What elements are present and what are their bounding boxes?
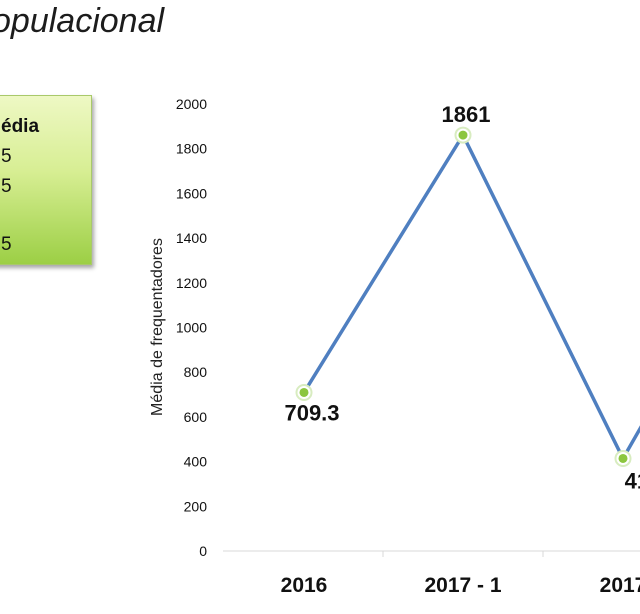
y-tick-label: 1800 [176,141,207,157]
y-tick-label: 1000 [176,320,207,336]
x-tick-label: 2017 [600,574,640,597]
data-label: 1861 [442,102,491,127]
y-tick-label: 1200 [176,275,207,291]
y-tick-label: 200 [184,498,208,514]
y-tick-label: 1600 [176,185,207,201]
y-tick-label: 2000 [176,96,207,112]
chart-axes: 0 200 400 600 800 1000 1200 1400 1600 1800 2000 Méd… [149,96,640,597]
table-cell: 5 [1,176,12,197]
y-axis-label: Média de frequentadores [149,238,166,416]
chart-series: 709.3 1861 414 [284,102,640,493]
x-tick-label: 2016 [281,574,328,597]
y-tick-label: 1400 [176,230,207,246]
table-cell: 5 [1,234,12,255]
data-point [299,387,309,397]
data-label: 414 [625,468,640,493]
summary-table: édia 5 5 5 [0,95,92,265]
y-tick-label: 0 [199,543,207,559]
slide-title: opulacional [0,2,165,40]
y-tick-label: 600 [184,409,208,425]
data-label: 709.3 [284,400,339,425]
data-point [458,130,468,140]
data-point [618,453,628,463]
y-tick-label: 800 [184,364,208,380]
table-cell: 5 [1,146,12,167]
series-line [302,131,640,463]
x-tick-label: 2017 - 1 [424,574,501,597]
table-header: édia [1,116,40,137]
y-tick-label: 400 [184,454,208,470]
